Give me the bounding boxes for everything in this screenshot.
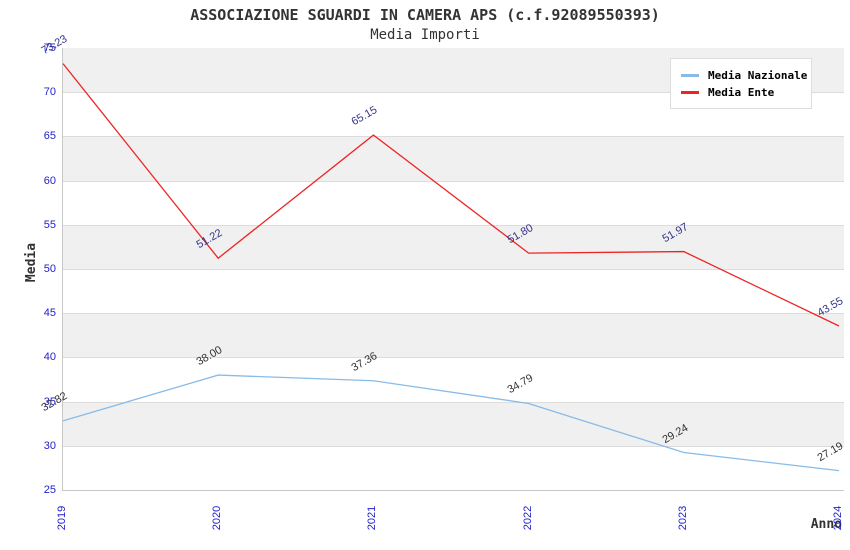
- plot-band: [63, 180, 844, 225]
- series-line-media-nazionale: [62, 374, 840, 472]
- legend-label: Media Ente: [708, 85, 775, 99]
- y-tick-label: 55: [43, 218, 56, 231]
- x-axis-title: Anno: [810, 517, 842, 532]
- series-lines: [62, 63, 840, 472]
- plot-band: [63, 357, 844, 402]
- x-tick-label: 2021: [366, 505, 379, 531]
- plot-band: [63, 445, 844, 490]
- gridline: [63, 269, 844, 270]
- gridline: [63, 92, 844, 94]
- y-tick-label: 30: [43, 439, 56, 452]
- y-tick-label: 65: [43, 130, 56, 143]
- chart-subtitle: Media Importi: [370, 27, 480, 43]
- chart-title: ASSOCIAZIONE SGUARDI IN CAMERA APS (c.f.…: [190, 6, 660, 24]
- y-tick-label: 50: [43, 263, 56, 275]
- series-line-media-ente: [62, 63, 840, 327]
- x-tick-label: 2019: [56, 505, 68, 531]
- gridline: [63, 136, 844, 138]
- x-tick-label: 2020: [211, 505, 224, 531]
- y-tick-label: 35: [43, 395, 56, 408]
- legend: Media Nazionale Media Ente: [670, 58, 812, 109]
- legend-item-media-ente: Media Ente: [681, 84, 803, 100]
- gridline: [63, 357, 844, 359]
- gridline: [63, 180, 844, 182]
- plot-band: [63, 269, 844, 314]
- plot-band: [63, 136, 844, 181]
- x-tick-label: 2024: [832, 505, 844, 531]
- plot-band: [63, 401, 844, 446]
- x-tick-label: 2023: [676, 505, 689, 531]
- legend-swatch-media-ente: [681, 90, 699, 94]
- y-tick-label: 60: [43, 174, 56, 187]
- y-tick-label: 25: [43, 484, 56, 496]
- plot-band: [63, 313, 844, 358]
- plot-area: [62, 48, 844, 491]
- legend-swatch-media-nazionale: [681, 73, 699, 77]
- y-tick-label: 75: [43, 42, 56, 54]
- gridline: [63, 313, 844, 315]
- gridline: [63, 445, 844, 447]
- gridline: [63, 401, 844, 403]
- y-tick-label: 40: [43, 351, 56, 364]
- legend-item-media-nazionale: Media Nazionale: [681, 67, 807, 83]
- y-tick-label: 45: [43, 307, 56, 320]
- gridline: [63, 224, 844, 226]
- legend-label: Media Nazionale: [708, 68, 808, 82]
- y-tick-label: 70: [43, 86, 56, 99]
- x-tick-label: 2022: [521, 505, 534, 531]
- plot-band: [63, 224, 844, 269]
